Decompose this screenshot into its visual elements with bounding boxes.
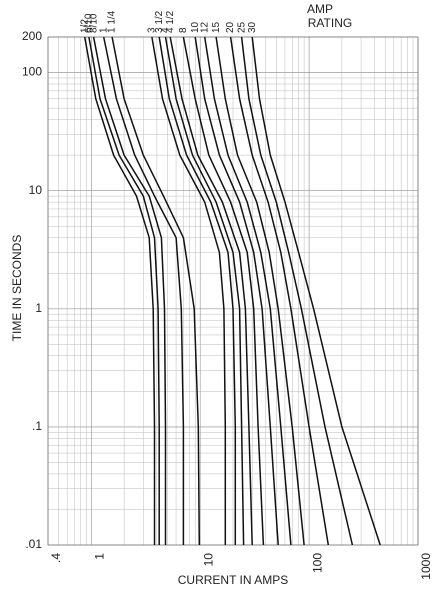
rating-label: 3 <box>147 27 158 33</box>
rating-label: 6/10 <box>84 13 95 33</box>
fuse-curve <box>215 36 305 546</box>
rating-label: 3 1/2 <box>154 10 165 33</box>
fuse-curve <box>158 36 237 545</box>
fuse-curve <box>83 36 156 545</box>
fuse-curve <box>203 36 292 546</box>
fuse-curve <box>182 36 265 546</box>
rating-label: 25 <box>236 21 247 33</box>
annotation: AMP <box>307 2 333 16</box>
x-tick-label: 1000 <box>419 553 433 580</box>
fuse-curve <box>92 36 167 545</box>
rating-label: 10 <box>190 21 201 33</box>
y-tick-label: .1 <box>32 419 42 433</box>
x-tick-label: 1 <box>93 553 107 560</box>
fuse-curve <box>111 36 201 546</box>
rating-label: 8/10 <box>88 13 99 33</box>
x-tick-label: 100 <box>310 553 324 573</box>
rating-label: 30 <box>247 21 258 33</box>
y-tick-label: 200 <box>22 29 42 43</box>
y-axis-title: TIME IN SECONDS <box>10 235 24 342</box>
fuse-curve <box>164 36 245 546</box>
rating-label: 1 <box>98 27 109 33</box>
fuse-curve <box>251 36 381 546</box>
x-axis-title: CURRENT IN AMPS <box>178 573 288 587</box>
fuse-curve <box>169 36 253 546</box>
fuse-curve <box>88 36 160 545</box>
x-tick-label: 10 <box>201 553 215 567</box>
annotation: RATING <box>308 16 352 30</box>
fuse-curve <box>194 36 279 546</box>
rating-label: 1/2 <box>79 19 90 33</box>
fuse-curve <box>229 36 330 546</box>
rating-label: 4 <box>160 27 171 33</box>
fuse-curve <box>151 36 227 545</box>
plot-frame <box>47 36 419 546</box>
rating-label: 1 1/4 <box>107 10 118 33</box>
y-tick-label: 10 <box>29 183 43 197</box>
y-tick-label: 1 <box>35 301 42 315</box>
rating-label: 4 1/2 <box>165 10 176 33</box>
rating-label: 8 <box>178 27 189 33</box>
y-tick-label: 100 <box>22 65 42 79</box>
rating-label: 20 <box>225 21 236 33</box>
y-tick-label: .01 <box>25 537 42 551</box>
rating-label: 15 <box>211 21 222 33</box>
fuse-curve <box>102 36 185 545</box>
fuse-curve <box>240 36 354 546</box>
rating-label: 12 <box>199 21 210 33</box>
x-tick-label: .4 <box>49 553 63 563</box>
